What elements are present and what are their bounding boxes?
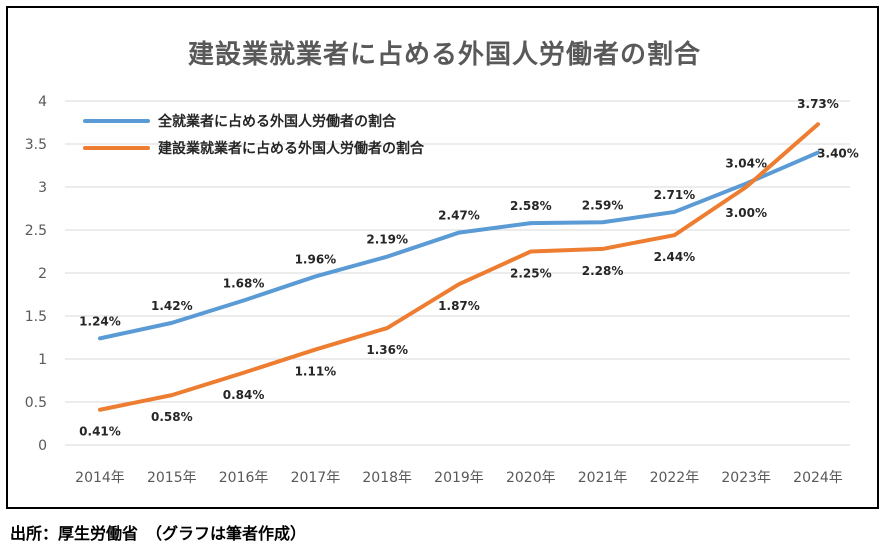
data-label-all-industries: 1.42%: [151, 299, 193, 313]
y-tick-label: 2.5: [25, 223, 47, 239]
x-tick-label: 2016年: [219, 470, 269, 486]
x-tick-label: 2020年: [506, 470, 556, 486]
y-tick-label: 1: [38, 352, 47, 368]
x-tick-label: 2015年: [147, 470, 197, 486]
y-tick-label: 1.5: [25, 309, 47, 325]
x-tick-label: 2024年: [793, 470, 843, 486]
data-label-all-industries: 2.71%: [654, 188, 696, 202]
y-tick-label: 0: [38, 438, 47, 454]
data-label-construction: 2.28%: [582, 264, 624, 278]
y-tick-label: 0.5: [25, 395, 47, 411]
data-label-construction: 0.41%: [79, 425, 121, 439]
x-tick-label: 2023年: [721, 470, 771, 486]
series-line-all-industries: [98, 150, 820, 341]
data-label-all-industries: 1.68%: [223, 277, 265, 291]
y-tick-label: 2: [38, 266, 47, 282]
chart-frame: 建設業就業者に占める外国人労働者の割合: [6, 6, 879, 509]
chart-title: 建設業就業者に占める外国人労働者の割合: [187, 40, 701, 70]
x-tick-label: 2014年: [75, 470, 125, 486]
data-label-all-industries: 2.47%: [438, 209, 480, 223]
data-label-construction: 1.11%: [295, 365, 337, 379]
data-label-all-industries: 1.24%: [79, 314, 121, 328]
legend-label: 全就業者に占める外国人労働者の割合: [157, 113, 397, 130]
data-label-all-industries: 2.19%: [366, 233, 408, 247]
data-label-construction: 2.44%: [654, 250, 696, 264]
x-tick-label: 2018年: [362, 470, 412, 486]
x-tick-label: 2022年: [650, 470, 700, 486]
data-label-all-industries: 2.58%: [510, 199, 552, 213]
data-label-all-industries: 3.04%: [725, 157, 767, 171]
source-note: 出所：厚生労働省 （グラフは筆者作成）: [10, 524, 307, 543]
y-tick-label: 3: [38, 180, 47, 196]
x-tick-label: 2019年: [434, 470, 484, 486]
data-label-construction: 2.25%: [510, 267, 552, 281]
series-line-construction: [98, 122, 820, 412]
y-tick-label: 4: [38, 94, 47, 110]
data-label-all-industries: 3.40%: [817, 147, 859, 161]
data-label-all-industries: 1.96%: [295, 252, 337, 266]
data-label-construction: 0.84%: [223, 388, 265, 402]
y-tick-label: 3.5: [25, 137, 47, 153]
x-tick-label: 2021年: [578, 470, 628, 486]
legend-label: 建設業就業者に占める外国人労働者の割合: [158, 140, 425, 157]
data-label-construction: 1.36%: [366, 343, 408, 357]
data-label-construction: 3.00%: [725, 206, 767, 220]
x-tick-label: 2017年: [291, 470, 341, 486]
data-label-all-industries: 2.59%: [582, 198, 624, 212]
data-label-construction: 1.87%: [438, 299, 480, 313]
data-label-construction: 0.58%: [151, 410, 193, 424]
data-label-construction: 3.73%: [797, 97, 839, 111]
